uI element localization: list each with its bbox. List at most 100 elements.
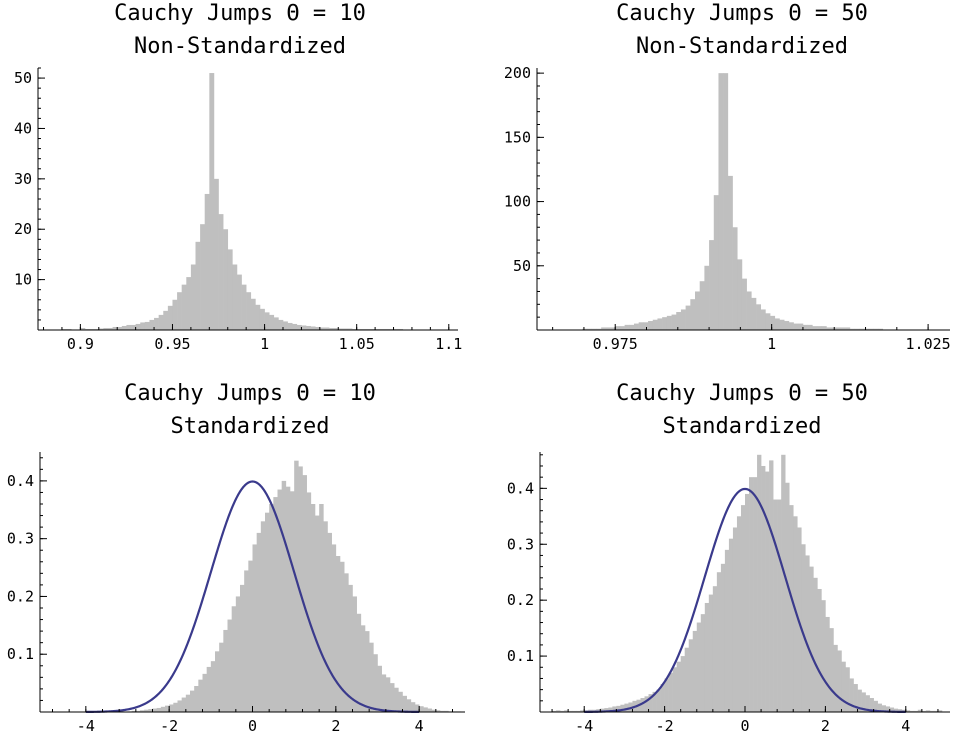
histogram-bar [723,73,729,330]
y-tick-label: 40 [14,119,32,137]
histogram-bar [84,328,90,330]
bars [61,73,404,330]
histogram-bar [652,319,658,330]
histogram-bar [817,588,822,712]
histogram-bar [103,327,109,330]
histogram-bar [821,326,827,330]
histogram-bar [223,229,229,330]
histogram-bar [181,284,187,330]
histogram-bar [250,298,256,330]
x-tick-label: -4 [77,717,95,735]
histogram-panel-theta10-nonstandardized: Cauchy Jumps Θ = 10 Non-Standardized 0.9… [14,1,462,353]
histogram-bar [893,708,899,712]
histogram-bar [576,710,581,712]
histogram-bar [909,710,915,712]
histogram-bar [837,650,842,712]
histogram-bar [144,321,150,330]
histogram-bar [801,544,806,712]
histogram-bar [746,291,752,330]
x-tick-label: 0 [248,717,257,735]
y-tick-label: 200 [504,64,531,82]
histogram-bar [415,704,420,712]
histogram-bar [112,326,118,330]
y-tick-label: 0.2 [7,587,34,605]
y-tick-label: 0.1 [7,645,34,663]
histogram-bar [629,324,635,330]
histogram-bar [185,694,191,712]
histogram-bar [863,328,869,330]
histogram-bar [360,625,366,712]
histogram-bar [310,504,316,712]
histogram-bar [265,512,270,712]
histogram-bar [699,281,705,330]
histogram-bar [172,299,178,330]
histogram-bar [666,315,672,330]
histogram-bar [552,710,557,712]
x-tick-label: 1.1 [435,335,462,353]
histogram-bar [227,619,232,712]
histogram-bar [427,708,432,712]
histogram-bar [269,314,275,330]
histogram-bar [728,538,734,712]
histogram-bar [709,240,715,330]
histogram-bar [937,710,943,712]
histogram-bar [277,489,282,712]
histogram-bar [259,308,265,330]
histogram-bar [435,710,441,712]
histogram-bar [704,265,710,330]
histogram-bar [394,687,399,712]
histogram-bar [716,572,722,712]
histogram-bar [605,327,611,330]
histogram-bar [849,678,854,712]
normal-curve-layer [85,480,420,714]
histogram-bar [921,710,927,712]
chart-subtitle: Non-Standardized [636,34,848,59]
histogram-bar [213,178,219,330]
histogram-bar [278,319,284,330]
histogram-bar [769,460,774,712]
histogram-bar [144,709,149,712]
histogram-bar [231,606,237,712]
histogram-bar [281,480,287,712]
histogram-bar [219,642,224,712]
histogram-bar [826,327,832,330]
histogram-bar [370,328,376,330]
histogram-bar [704,602,710,712]
histogram-bar [793,516,798,712]
histogram-bar [657,318,663,330]
histogram-bar [587,328,593,330]
histogram-bar [306,492,312,712]
histogram-bar [757,454,762,712]
histogram-bar [285,486,291,712]
histogram-bar [854,328,860,330]
histogram-bar [878,328,884,330]
histogram-bar [195,241,201,330]
normal-density-curve [584,487,906,714]
histogram-bar [648,694,653,712]
histogram-bar [235,596,241,712]
histogram-bar [789,505,794,712]
histogram-bar [601,327,607,330]
histogram-bar [727,175,733,330]
histogram-bar [149,319,155,330]
histogram-bar [223,629,228,712]
histogram-bar [805,555,810,712]
y-tick-label: 20 [14,220,32,238]
y-tick-label: 150 [504,128,531,146]
histogram-bar [662,317,668,330]
histogram-bar [131,710,137,712]
histogram-bar [158,314,164,330]
histogram-bar [361,328,367,330]
histogram-bar [765,471,770,712]
histogram-panel-theta10-standardized: Cauchy Jumps Θ = 10 Standardized -4 -2 0 2 4… [7,381,465,735]
histogram-bar [749,477,754,712]
bars [582,73,884,330]
histogram-bar [163,310,169,330]
histogram-bar [165,705,170,712]
histogram-bar [619,326,625,330]
x-tick-label: 0.9 [67,335,94,353]
histogram-bar [779,319,785,330]
histogram-bar [853,684,858,712]
x-tick-label: 4 [415,717,424,735]
histogram-bar [131,324,136,330]
